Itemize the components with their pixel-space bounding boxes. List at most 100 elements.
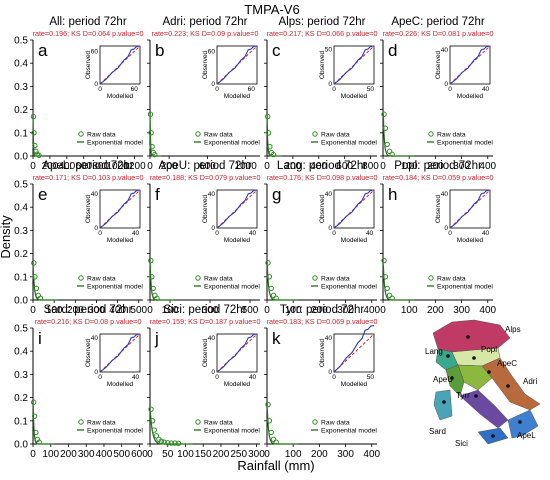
inset-x-tick-label: 40: [132, 230, 140, 237]
x-tick-label: 100: [401, 161, 418, 172]
x-tick-label: 200: [285, 161, 302, 172]
legend-raw-marker: [312, 419, 318, 425]
map-label-lang: Lang: [425, 347, 443, 356]
exponential-model-line: [382, 264, 415, 301]
inset-y-label: Observed: [202, 339, 209, 368]
x-tick-label: 100: [162, 305, 179, 316]
panel-title: Sard: period 72hr: [44, 304, 133, 316]
y-axis-label: Density: [0, 215, 13, 259]
raw-data-point: [172, 440, 178, 446]
map-station-dot: [506, 384, 510, 388]
inset-x-tick-label: 0: [448, 230, 452, 237]
panel-letter: j: [154, 329, 159, 348]
panel-letter: a: [38, 41, 48, 60]
qq-inset: 0 50 0 40 Modelled Observed: [319, 325, 375, 388]
raw-data-point: [149, 144, 155, 150]
y-tick-label: 0.4: [14, 347, 28, 358]
inset-y-tick-label: 60: [208, 48, 216, 55]
raw-data-point: [148, 130, 154, 136]
raw-data-point: [382, 274, 389, 280]
inset-y-label: Observed: [319, 51, 326, 80]
x-tick-label: 400: [109, 305, 126, 316]
inset-y-tick-label: 40: [441, 47, 449, 54]
inset-y-tick-label: 0: [444, 81, 448, 88]
raw-data-point: [273, 295, 279, 301]
raw-data-point: [148, 257, 154, 264]
inset-observed-line: [333, 325, 375, 373]
map-region-apel: [507, 409, 539, 439]
map-region-adri: [481, 357, 541, 411]
legend-raw-marker: [78, 275, 84, 281]
panel-stats: rate=0.216; KS D=0.08 p.value=0: [35, 317, 142, 326]
figure-title: TMPA-V6: [244, 2, 299, 17]
x-tick-label: 1000: [106, 161, 129, 172]
x-tick-label: 0: [264, 449, 270, 460]
x-tick-label: 400: [479, 161, 496, 172]
raw-data-point: [273, 439, 279, 445]
inset-x-label: Modelled: [341, 93, 368, 100]
map-region-sard: [433, 389, 453, 421]
y-tick-label: 0.2: [14, 105, 28, 116]
inset-x-label: Modelled: [457, 93, 484, 100]
inset-x-label: Modelled: [457, 237, 484, 244]
map-label-popl: Popl: [481, 345, 497, 354]
legend-raw-label: Raw data: [437, 132, 466, 139]
raw-data-point: [266, 418, 273, 424]
x-tick-label: 200: [213, 449, 230, 460]
inset-y-label: Observed: [435, 51, 442, 80]
raw-data-point: [382, 125, 389, 131]
raw-data-point: [36, 152, 42, 159]
y-tick-label: 0.1: [14, 272, 28, 283]
raw-data-point: [175, 440, 182, 447]
inset-x-tick-label: 40: [482, 86, 490, 93]
legend-model-label: Exponential model: [321, 428, 377, 435]
inset-x-tick-label: 60: [248, 86, 256, 93]
y-tick-label: 0.5: [14, 36, 28, 47]
x-tick-label: 100: [42, 449, 59, 460]
legend-raw-label: Raw data: [321, 132, 350, 139]
x-tick-label: 500: [113, 449, 130, 460]
y-tick-label: 0.4: [14, 203, 28, 214]
x-tick-label: 200: [60, 449, 77, 460]
inset-x-label: Modelled: [341, 381, 368, 388]
raw-data-point: [31, 413, 38, 419]
inset-y-label: Observed: [85, 339, 92, 368]
map-station-dot: [466, 335, 470, 339]
inset-y-tick-label: 0: [211, 81, 215, 88]
panel-title: All: period 72hr: [49, 16, 127, 28]
panel-stats: rate=0.217; KS D=0.066 p.value=0: [267, 29, 378, 38]
raw-data-point: [266, 274, 273, 280]
map-label-tyrr: Tyrr: [456, 391, 470, 400]
inset-y-label: Observed: [319, 195, 326, 224]
raw-data-point: [36, 439, 42, 445]
y-tick-label: 0.0: [14, 440, 28, 451]
exponential-model-line: [382, 114, 415, 157]
exponential-model-line: [266, 265, 299, 301]
y-tick-label: 0.3: [14, 82, 28, 93]
raw-data-point: [30, 113, 37, 120]
map-station-dot: [474, 394, 478, 398]
map-label-apec: ApeC: [497, 359, 517, 368]
legend-raw-label: Raw data: [87, 276, 116, 283]
panel-letter: i: [38, 329, 42, 348]
y-tick-label: 0.3: [14, 226, 28, 237]
inset-observed-line: [216, 189, 258, 229]
inset-observed-line: [99, 189, 141, 229]
inset-x-tick-label: 40: [249, 230, 257, 237]
raw-data-point: [265, 130, 272, 136]
panel-letter: f: [155, 185, 160, 204]
y-tick-label: 0.1: [14, 416, 28, 427]
legend-raw-label: Raw data: [87, 420, 116, 427]
inset-x-label: Modelled: [107, 93, 134, 100]
inset-y-tick-label: 0: [94, 225, 98, 232]
legend-raw-label: Raw data: [87, 132, 116, 139]
inset-y-tick-label: 40: [91, 335, 99, 342]
